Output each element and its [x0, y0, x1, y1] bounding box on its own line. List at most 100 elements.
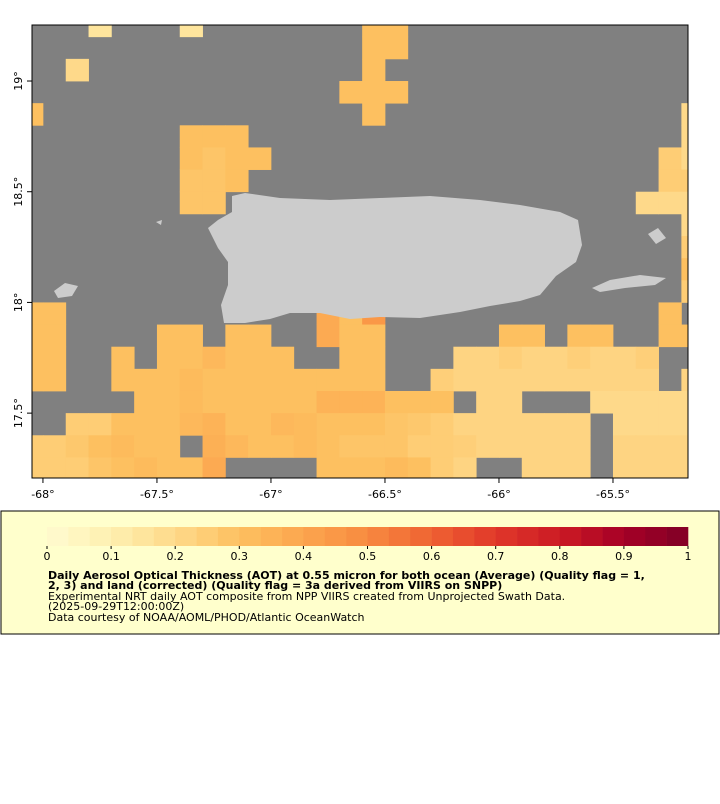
aot-cell: [384, 457, 409, 478]
colorbar-step: [260, 527, 283, 546]
aot-cell: [407, 413, 431, 436]
aot-cell: [362, 25, 386, 38]
colorbar-step: [47, 527, 69, 546]
aot-cell: [681, 147, 688, 170]
aot-cell: [225, 413, 249, 436]
aot-cell: [179, 413, 203, 436]
y-tick-label: 18.5°: [12, 177, 25, 207]
colorbar-step: [132, 527, 155, 546]
x-tick-label: -67°: [259, 488, 282, 501]
aot-cell: [248, 324, 272, 348]
aot-cell: [544, 435, 568, 458]
aot-cell: [293, 368, 317, 392]
aot-cell: [476, 413, 500, 436]
colorbar-tick-label: 1: [685, 550, 692, 563]
aot-cell: [658, 324, 682, 348]
aot-cell: [384, 81, 409, 104]
aot-cell: [612, 457, 637, 478]
aot-cell: [270, 435, 295, 458]
aot-cell: [498, 413, 523, 436]
aot-cell: [202, 191, 226, 215]
aot-cell: [453, 368, 477, 392]
aot-cell: [430, 390, 454, 414]
colorbar-tick-label: 0.7: [487, 550, 505, 563]
aot-cell: [430, 457, 454, 478]
colorbar-step: [431, 527, 454, 546]
aot-cell: [179, 324, 203, 348]
aot-cell: [111, 368, 135, 392]
aot-cell: [384, 413, 409, 436]
aot-cell: [202, 368, 226, 392]
colorbar-step: [474, 527, 496, 546]
aot-cell: [430, 368, 454, 392]
aot-cell: [521, 457, 545, 478]
aot-cell: [407, 435, 431, 458]
map-frame: [31, 24, 689, 479]
aot-cell: [362, 390, 386, 414]
aot-cell: [430, 413, 454, 436]
aot-cell: [384, 25, 409, 38]
aot-cell: [635, 346, 659, 370]
colorbar-step: [324, 527, 347, 546]
aot-cell: [658, 147, 682, 170]
colorbar-step: [623, 527, 646, 546]
aot-cell: [88, 435, 112, 458]
aot-cell: [248, 346, 272, 370]
aot-cell: [88, 413, 112, 436]
aot-cell: [111, 435, 135, 458]
aot-cell: [384, 435, 409, 458]
aot-cell: [202, 413, 226, 436]
aot-cell: [88, 457, 112, 478]
land: [54, 193, 666, 323]
colorbar-step: [452, 527, 475, 546]
aot-cell: [225, 390, 249, 414]
aot-cell: [179, 390, 203, 414]
colorbar-tick-label: 0.1: [102, 550, 120, 563]
aot-cell: [316, 435, 340, 458]
colorbar-step: [239, 527, 261, 546]
aot-cell: [362, 81, 386, 104]
aot-cell: [498, 324, 523, 348]
aot-cell: [42, 457, 67, 478]
aot-cell: [681, 125, 688, 148]
aot-cell: [430, 435, 454, 458]
aot-cell: [225, 147, 249, 170]
aot-cell: [42, 302, 67, 325]
aot-cell: [498, 346, 523, 370]
aot-cell: [179, 368, 203, 392]
aot-cell: [32, 103, 44, 126]
aot-cell: [521, 346, 545, 370]
aot-cell: [293, 390, 317, 414]
aot-cell: [681, 258, 688, 281]
aot-cell: [590, 390, 614, 414]
aot-cell: [134, 368, 158, 392]
aot-cell: [32, 302, 44, 325]
aot-cell: [476, 346, 500, 370]
aot-cell: [567, 324, 591, 348]
aot-cell: [658, 390, 682, 414]
colorbar-step: [666, 527, 689, 546]
culebra: [648, 228, 666, 244]
aot-cell: [156, 368, 181, 392]
aot-cell: [681, 413, 688, 436]
aot-cell: [658, 457, 682, 478]
aot-cell: [362, 368, 386, 392]
colorbar-step: [175, 527, 197, 546]
aot-cell: [248, 413, 272, 436]
aot-cell: [362, 435, 386, 458]
colorbar-tick-label: 0.4: [295, 550, 313, 563]
y-tick-label: 18°: [12, 293, 25, 313]
colorbar-step: [581, 527, 603, 546]
aot-cell: [658, 413, 682, 436]
aot-cell: [521, 324, 545, 348]
aot-cell: [202, 457, 226, 478]
aot-cell: [293, 435, 317, 458]
x-tick-label: -67.5°: [140, 488, 174, 501]
aot-cell: [270, 368, 295, 392]
puerto-rico: [208, 193, 582, 323]
aot-cell: [339, 390, 363, 414]
aot-cell: [339, 457, 363, 478]
aot-cell: [65, 457, 89, 478]
x-tick-label: -66.5°: [368, 488, 402, 501]
aot-cell: [521, 368, 545, 392]
